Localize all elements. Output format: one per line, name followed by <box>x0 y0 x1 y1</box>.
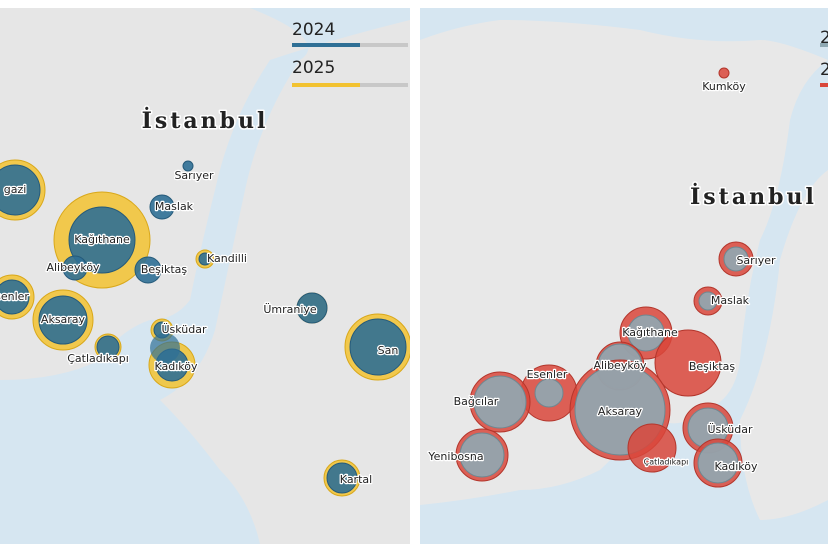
bubble-gray <box>459 432 505 478</box>
place-label: Kadıköy <box>154 360 198 373</box>
legend-label: 2 <box>820 60 828 80</box>
bubble-gray <box>698 291 718 311</box>
bubble-2024 <box>96 335 120 359</box>
place-label: gazi <box>4 183 27 196</box>
place-label: Ümraniye <box>263 303 317 316</box>
place-label: Kadıköy <box>714 460 758 473</box>
place-label: Sarıyer <box>174 169 214 182</box>
bubble-2024 <box>0 279 30 315</box>
place-label: Kağıthane <box>622 326 678 339</box>
place-label: Çatladıkapı <box>644 458 689 467</box>
place-label: senler <box>0 290 29 303</box>
place-label: Esenler <box>527 368 568 381</box>
place-label: Çatladıkapı <box>67 352 129 365</box>
bubble-red <box>654 329 722 397</box>
place-label: Sarıyer <box>736 254 776 267</box>
bubble-2024 <box>149 194 175 220</box>
bubble-2024 <box>198 252 212 266</box>
legend-label: 2025 <box>292 58 335 78</box>
bubble-2024 <box>38 295 88 345</box>
place-label: Kumköy <box>702 80 746 93</box>
bubble-2024 <box>0 164 41 216</box>
bubble-gray <box>723 246 749 272</box>
bubble-red <box>718 67 730 79</box>
legend-bar <box>292 83 360 87</box>
place-label: Beşiktaş <box>689 360 736 373</box>
bubble-2024 <box>150 333 180 363</box>
place-label: Kandilli <box>207 252 247 265</box>
bubble-gray <box>534 378 564 408</box>
place-label: Maslak <box>711 294 750 307</box>
legend-bar <box>820 83 828 87</box>
place-label: Kartal <box>340 473 372 486</box>
place-label: Bağcılar <box>454 395 499 408</box>
legend-bar <box>292 43 360 47</box>
bubble-gray <box>473 375 527 429</box>
place-label: Üsküdar <box>161 323 207 336</box>
place-label: San <box>378 344 399 357</box>
bubble-2024 <box>326 462 358 494</box>
sea <box>0 8 410 544</box>
place-label: Beşiktaş <box>141 263 188 276</box>
bubble-2024 <box>134 256 162 284</box>
place-label: Aksaray <box>41 313 86 326</box>
bubble-red <box>627 423 677 473</box>
place-label: Alibeyköy <box>593 359 647 372</box>
left-panel: gazi Kağıthane Alibeyköy Beşiktaş Maslak Sarı… <box>0 8 410 544</box>
map-title: İstanbul <box>142 106 269 134</box>
bubble-gray <box>627 314 665 352</box>
place-label: Yenibosna <box>427 450 483 463</box>
place-label: Üsküdar <box>707 423 753 436</box>
legend-label: 2 <box>820 28 828 48</box>
place-label: Aksaray <box>598 405 643 418</box>
map-title: İstanbul <box>690 182 817 210</box>
place-label: Kağıthane <box>74 233 130 246</box>
bubble-2024 <box>182 160 194 172</box>
right-panel: Kumköy Sarıyer Maslak Kağıthane Alibeyköy Beş… <box>420 8 828 544</box>
bubble-2024 <box>62 255 88 281</box>
place-label: Maslak <box>155 200 194 213</box>
bubble-gray <box>697 442 739 484</box>
bubble-2024 <box>68 206 136 274</box>
legend-bar <box>820 43 828 47</box>
bubble-2024 <box>296 292 328 324</box>
place-label: Alibeyköy <box>46 261 100 274</box>
legend-label: 2024 <box>292 20 335 40</box>
bubble-2024 <box>349 318 407 376</box>
